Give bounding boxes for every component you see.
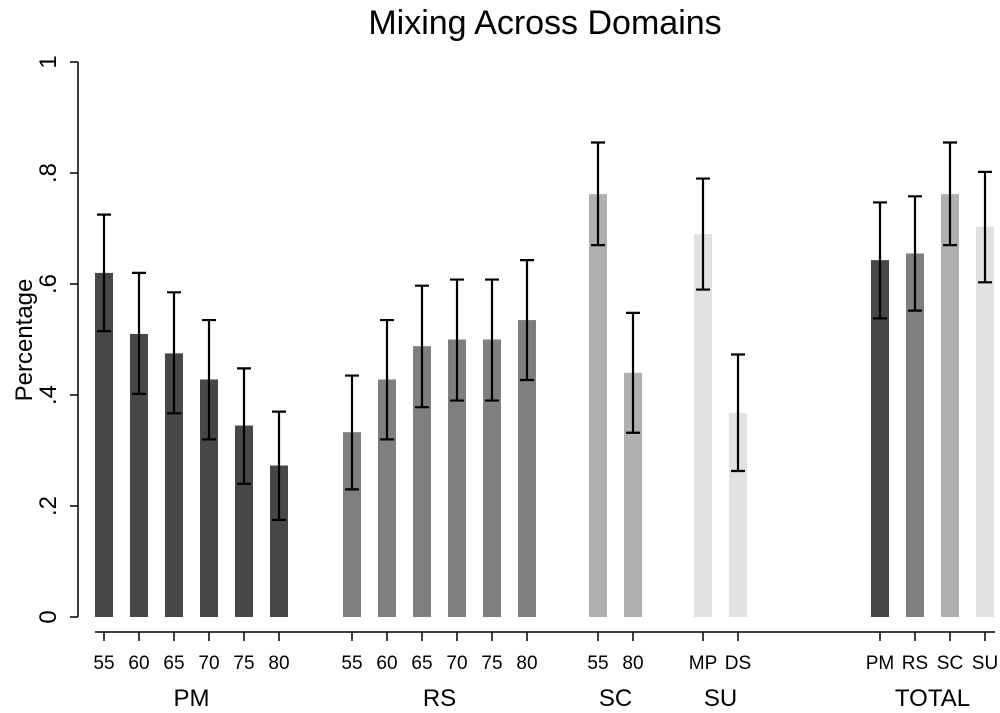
y-tick-label: .2 — [35, 496, 62, 516]
bars — [95, 194, 994, 618]
y-tick-label: .4 — [35, 385, 62, 405]
error-bar — [132, 271, 146, 395]
error-bar — [626, 311, 640, 434]
bar-pm-75 — [235, 425, 253, 617]
bar-su-mp — [694, 234, 712, 618]
x-tick-label: 60 — [128, 653, 149, 674]
bar-total-rs — [906, 253, 924, 617]
x-tick-label: 80 — [268, 653, 289, 674]
error-bar — [696, 177, 710, 291]
x-tick-label: 55 — [341, 653, 362, 674]
x-tick-label: 55 — [93, 653, 114, 674]
y-axis-label: Percentage — [11, 279, 38, 402]
bar-rs-70 — [448, 339, 466, 617]
bar-total-sc — [941, 194, 959, 617]
bar-su-ds — [729, 412, 747, 617]
bar-rs-75 — [483, 339, 501, 617]
bar-pm-65 — [165, 353, 183, 617]
group-label: PM — [174, 685, 210, 712]
error-bar — [167, 291, 181, 415]
error-bar — [591, 141, 605, 247]
error-bar — [97, 213, 111, 333]
error-bar — [380, 318, 394, 441]
error-bar — [908, 195, 922, 312]
group-label: SU — [704, 685, 737, 712]
chart-title: Mixing Across Domains — [368, 4, 721, 42]
error-bar — [450, 278, 464, 402]
x-tick-label: PM — [866, 653, 895, 674]
bar-pm-60 — [130, 333, 148, 617]
x-tick-label: 70 — [446, 653, 467, 674]
x-tick-label: SU — [972, 653, 998, 674]
error-bar — [943, 141, 957, 247]
bar-rs-65 — [413, 346, 431, 617]
group-label: RS — [423, 685, 456, 712]
x-tick-label: SC — [937, 653, 963, 674]
x-tick-label: RS — [902, 653, 928, 674]
x-tick-label: DS — [725, 653, 751, 674]
error-bar — [415, 284, 429, 409]
y-ticks: 0 .2 .4 .6 .8 1 — [35, 55, 78, 624]
error-bar — [237, 367, 251, 485]
x-tick-label: 65 — [163, 653, 184, 674]
x-tick-label: 75 — [233, 653, 254, 674]
bar-rs-55 — [343, 432, 361, 617]
x-tick-label: MP — [689, 653, 718, 674]
error-bar — [345, 374, 359, 491]
group-label: TOTAL — [895, 685, 970, 712]
bar-sc-55 — [589, 194, 607, 617]
group-label: SC — [599, 685, 632, 712]
x-tick-label: 55 — [587, 653, 608, 674]
error-bar — [978, 170, 992, 284]
error-bar — [520, 259, 534, 382]
group-labels: PM RS SC SU TOTAL — [174, 685, 971, 712]
y-tick-label: .8 — [35, 163, 62, 183]
x-tick-label: 75 — [481, 653, 502, 674]
y-tick-label: 1 — [35, 55, 62, 68]
x-tick-label: 80 — [622, 653, 643, 674]
error-bar — [873, 201, 887, 320]
error-bar — [485, 278, 499, 402]
x-tick-label: 70 — [198, 653, 219, 674]
bar-pm-55 — [95, 272, 113, 617]
error-bar — [272, 410, 286, 521]
error-bar — [202, 318, 216, 441]
y-tick-label: .6 — [35, 274, 62, 294]
x-tick-label: 65 — [411, 653, 432, 674]
error-bars — [97, 141, 992, 521]
x-tick-label: 80 — [516, 653, 537, 674]
error-bar — [731, 353, 745, 473]
x-tick-label: 60 — [376, 653, 397, 674]
x-ticks: 55 60 65 70 75 80 55 60 65 70 75 80 55 80 MP DS PM RS SC SU — [93, 632, 998, 674]
bar-pm-80 — [270, 465, 288, 617]
bar-rs-80 — [518, 320, 536, 617]
bar-total-pm — [871, 260, 889, 617]
bar-sc-80 — [624, 372, 642, 617]
bar-total-su — [976, 226, 994, 617]
y-tick-label: 0 — [35, 610, 62, 623]
